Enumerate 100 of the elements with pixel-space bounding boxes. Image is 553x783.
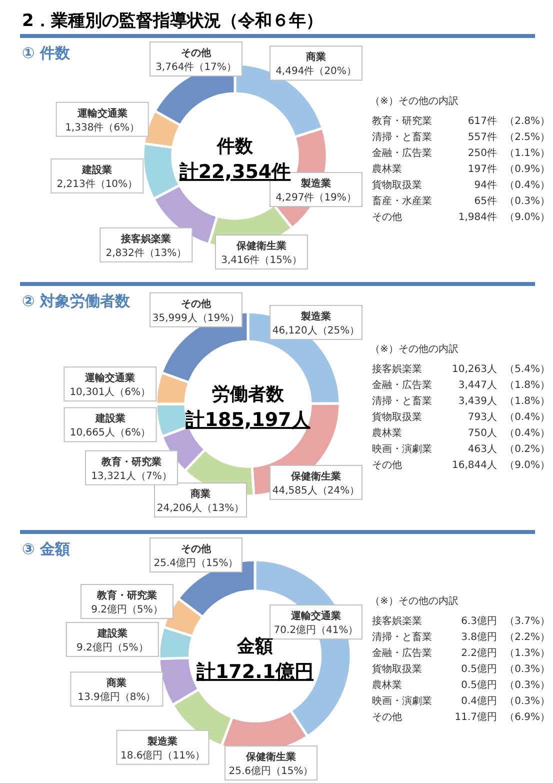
chart-subtitle: ② 対象労働者数	[22, 292, 131, 310]
text: その他	[372, 211, 402, 223]
text: 清掃・と畜業	[372, 131, 432, 143]
data-label: 2,213件（10%）	[56, 178, 138, 190]
text: 清掃・と畜業	[372, 395, 432, 407]
text: （0.3%）	[504, 696, 550, 707]
text: （1.1%）	[504, 148, 550, 159]
text: 10,263人	[452, 364, 497, 375]
text: （2.2%）	[504, 632, 550, 643]
text: （3.7%）	[504, 616, 550, 627]
text: 映画・演劇業	[372, 443, 432, 455]
text: 0.5億円	[461, 663, 497, 675]
slice-label: 建設業	[94, 412, 126, 425]
text: （2.5%）	[504, 132, 550, 143]
text: 件数	[216, 136, 254, 157]
slice-label: 教育・研究業	[96, 590, 157, 602]
text: 接客娯楽業	[372, 363, 422, 375]
text: 畜産・水産業	[372, 195, 432, 207]
text: 750人	[468, 428, 497, 439]
slice-label: 保健衛生業	[236, 240, 287, 252]
text: 3.8億円	[461, 631, 497, 643]
text: （0.2%）	[504, 444, 550, 455]
text: （9.0%）	[504, 212, 550, 223]
slice-label: 商業	[305, 51, 326, 64]
text: 3,447人	[458, 380, 497, 391]
data-label: 35,999人（19%）	[152, 312, 240, 324]
slice-label: 製造業	[300, 310, 331, 322]
slice-label: 商業	[189, 488, 210, 500]
chart-subtitle: ① 件数	[22, 44, 71, 62]
text: 貨物取扱業	[372, 411, 422, 423]
text: （5.4%）	[504, 364, 550, 375]
text: 清掃・と畜業	[372, 631, 432, 643]
text: 94件	[474, 180, 497, 191]
text: （0.3%）	[504, 680, 550, 691]
slice-label: その他	[181, 47, 212, 59]
text: （※）その他の内訳	[370, 595, 458, 607]
data-label: 4,297件（19%）	[276, 192, 356, 204]
data-label: 10,665人（6%）	[70, 428, 151, 439]
data-label: 25.4億円（15%）	[154, 557, 238, 569]
text: 金融・広告業	[372, 379, 432, 391]
text: （※）その他の内訳	[370, 343, 458, 355]
text: 計185,197人	[184, 409, 312, 431]
data-label: 18.6億円（11%）	[120, 749, 205, 762]
text: （0.4%）	[504, 428, 550, 439]
text: 労働者数	[212, 384, 285, 405]
slice-label: 商業	[106, 677, 127, 690]
data-label: 13.9億円（8%）	[78, 691, 156, 704]
text: （0.9%）	[504, 164, 550, 175]
slice-label: その他	[181, 298, 212, 310]
data-label: 2,832件（13%）	[106, 248, 187, 259]
text: 計172.1億円	[195, 661, 314, 683]
text: 1,984件	[458, 212, 497, 223]
data-label: 4,494件（20%）	[276, 66, 356, 78]
text: （0.4%）	[504, 180, 550, 191]
text: 貨物取扱業	[372, 663, 422, 675]
text: 金融・広告業	[372, 647, 432, 659]
slice-label: 教育・研究業	[100, 456, 162, 468]
text: （1.8%）	[504, 396, 550, 407]
text: （0.3%）	[504, 664, 550, 675]
chart-subtitle: ③ 金額	[22, 540, 70, 558]
text: その他	[372, 711, 402, 723]
slice-label: 製造業	[300, 178, 331, 190]
slice-label: 建設業	[96, 627, 128, 640]
text: 16,844人	[452, 460, 497, 471]
text: 6.3億円	[461, 615, 497, 627]
slice-label: 保健衛生業	[290, 470, 341, 482]
data-label: 10,301人（6%）	[70, 387, 151, 398]
text: 教育・研究業	[372, 115, 432, 127]
text: 463人	[468, 444, 497, 455]
slice-label: 運輸交通業	[76, 107, 128, 120]
data-label: 25.6億円（15%）	[228, 765, 314, 777]
chart-title: 2．業種別の監督指導状況（令和６年）	[22, 11, 323, 31]
text: 3,439人	[458, 396, 497, 407]
slice-label: 製造業	[146, 735, 178, 748]
text: （※）その他の内訳	[370, 95, 458, 107]
data-label: 24,206人（13%）	[156, 503, 244, 514]
text: （0.4%）	[504, 412, 550, 423]
text: 農林業	[372, 427, 402, 439]
text: （6.9%）	[504, 712, 550, 723]
text: 金融・広告業	[372, 147, 432, 159]
data-label: 13,321人（7%）	[91, 470, 172, 482]
text: 貨物取扱業	[372, 179, 422, 191]
text: 映画・演劇業	[372, 695, 432, 707]
slice-label: 運輸交通業	[290, 610, 341, 622]
slice-label: その他	[181, 543, 212, 555]
text: 250件	[468, 148, 497, 159]
data-label: 70.2億円（41%）	[274, 624, 358, 636]
slice-label: 接客娯楽業	[120, 232, 172, 245]
text: 617件	[468, 116, 497, 127]
text: 接客娯楽業	[372, 615, 422, 627]
data-label: 1,338件（6%）	[65, 122, 140, 134]
data-label: 3,416件（15%）	[221, 255, 302, 266]
text: （1.3%）	[504, 648, 550, 659]
text: 農林業	[372, 679, 402, 691]
text: 0.5億円	[461, 679, 497, 691]
text: （9.0%）	[504, 460, 550, 471]
text: その他	[372, 459, 402, 471]
text: 197件	[468, 164, 497, 175]
text: （2.8%）	[504, 116, 550, 127]
text: 793人	[468, 412, 497, 423]
